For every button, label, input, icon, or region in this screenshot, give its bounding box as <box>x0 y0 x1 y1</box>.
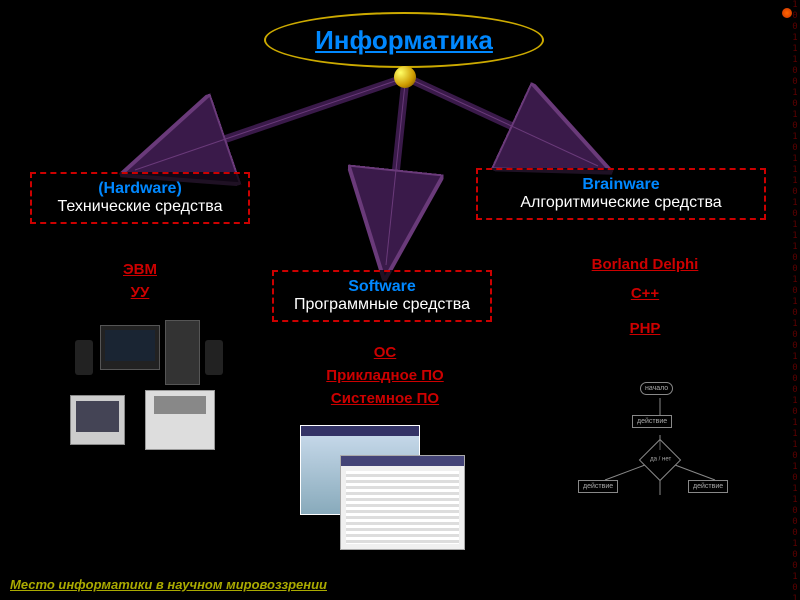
brainware-box: Brainware Алгоритмические средства <box>476 168 766 220</box>
link-php[interactable]: PHP <box>560 320 730 337</box>
software-links: ОС Прикладное ПО Системное ПО <box>300 338 470 413</box>
link-delphi[interactable]: Borland Delphi <box>560 256 730 273</box>
hardware-title: (Hardware) <box>44 180 236 198</box>
link-os[interactable]: ОС <box>300 344 470 361</box>
link-uu[interactable]: УУ <box>90 284 190 301</box>
main-title[interactable]: Информатика <box>315 25 493 56</box>
hardware-box: (Hardware) Технические средства <box>30 172 250 224</box>
brainware-subtitle: Алгоритмические средства <box>490 194 752 212</box>
link-system[interactable]: Системное ПО <box>300 390 470 407</box>
software-title: Software <box>286 278 478 296</box>
brainware-links: Borland Delphi C++ PHP <box>560 250 730 343</box>
flow-action-1: действие <box>632 415 672 428</box>
flow-action-2: действие <box>578 480 618 493</box>
corner-indicator <box>782 8 792 18</box>
flow-start: начало <box>640 382 673 395</box>
link-applied[interactable]: Прикладное ПО <box>300 367 470 384</box>
software-subtitle: Программные средства <box>286 296 478 314</box>
link-evm[interactable]: ЭВМ <box>90 261 190 278</box>
brainware-title: Brainware <box>490 176 752 194</box>
flow-action-3: действие <box>688 480 728 493</box>
hardware-links: ЭВМ УУ <box>90 255 190 307</box>
footer-caption[interactable]: Место информатики в научном мировоззрени… <box>10 577 327 592</box>
link-cpp[interactable]: C++ <box>560 285 730 302</box>
hardware-subtitle: Технические средства <box>44 198 236 216</box>
software-illustration <box>300 425 470 555</box>
brainware-illustration: начало действие да / нет действие действ… <box>570 380 750 520</box>
center-sphere <box>394 66 416 88</box>
software-box: Software Программные средства <box>272 270 492 322</box>
title-ellipse: Информатика <box>264 12 544 68</box>
hardware-illustration <box>70 320 250 470</box>
